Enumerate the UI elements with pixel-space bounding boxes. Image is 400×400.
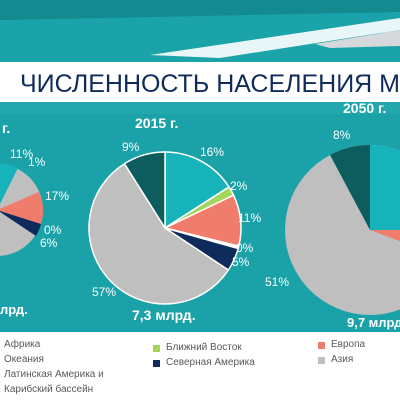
pie-right-total: 9,7 млрд. — [347, 315, 400, 330]
legend-item-latam-2: Карибский бассейн — [4, 384, 93, 396]
pie-left-label-3: 0% — [44, 223, 62, 237]
title-band — [0, 62, 400, 102]
legend-swatch-asia — [318, 356, 325, 364]
legend-label: Африка — [4, 339, 41, 350]
legend-label: Латинская Америка и — [4, 369, 104, 380]
pie-2015-slice-label: 9% — [122, 140, 140, 154]
chart-title: ЧИСЛЕННОСТЬ НАСЕЛЕНИЯ М — [20, 70, 400, 98]
header-stripe-gray — [315, 30, 400, 48]
pie-right-slice-europe — [370, 230, 400, 242]
pie-2015-slice-label: 11% — [238, 211, 261, 225]
pie-2015: 16% 2% 11% 0%5% 57% 9% — [88, 140, 261, 305]
pie-right-label-0: 8% — [333, 128, 351, 142]
legend-swatch-middle-east — [153, 344, 160, 352]
legend-item-middle-east: Ближний Восток — [153, 342, 242, 354]
pie-2015-slice-label: 0% — [236, 241, 254, 255]
pie-right-title: 2050 г. — [343, 100, 386, 116]
title-band-fade — [0, 102, 400, 114]
pie-right-slice-africa — [370, 145, 400, 230]
legend-item-north-america: Северная Америка — [153, 357, 255, 369]
pie-2015-slice — [88, 162, 230, 305]
legend-item-asia: Азия — [318, 354, 353, 366]
legend-item-europe: Европа — [318, 339, 365, 351]
pie-2015-slice-label: 16% — [200, 145, 224, 159]
pie-right-slice-latam — [330, 145, 370, 230]
legend-swatch-europe — [318, 341, 325, 349]
legend: Африка Океания Латинская Америка и Кариб… — [0, 332, 400, 400]
legend-label: Ближний Восток — [166, 342, 242, 353]
legend-label: Океания — [4, 354, 44, 365]
pie-right: 2050 г. 8% 51% 9,7 млрд. — [265, 100, 400, 330]
pie-2015-slice-label: 2% — [230, 179, 248, 193]
pie-left-total: лрд. — [0, 302, 28, 317]
legend-swatch-north-america — [153, 359, 160, 367]
header-accent-dark — [0, 0, 400, 20]
pie-left-label-0: 11% — [10, 147, 33, 161]
pie-2015-slice — [123, 151, 166, 231]
pie-left-slice-africa — [0, 164, 18, 204]
pie-left-title: г. — [2, 120, 10, 136]
pie-2015-title: 2015 г. — [135, 115, 178, 131]
legend-label: Европа — [331, 339, 366, 350]
pie-left-slice-north-america — [0, 210, 41, 236]
pie-2015-slice-label: 57% — [92, 285, 116, 299]
pie-2015-slice — [164, 151, 231, 230]
pie-left-label-2: 17% — [45, 189, 69, 203]
pie-left-label-4: 6% — [40, 236, 58, 250]
pie-2015-total: 7,3 млрд. — [132, 307, 196, 323]
pie-2015-slice-label: 5% — [232, 255, 250, 269]
legend-item-africa: Африка — [4, 339, 40, 351]
pie-left: г. 11% 1% 17% 0% 6% лрд. — [0, 120, 69, 317]
legend-item-oceania: Океания — [4, 354, 44, 366]
header-stripe-white — [150, 18, 400, 58]
pie-left-slice-europe — [0, 192, 43, 224]
legend-label: Азия — [331, 354, 354, 365]
legend-item-latam-1: Латинская Америка и — [4, 369, 104, 381]
pie-left-label-1: 1% — [28, 155, 46, 169]
pie-right-label-1: 51% — [265, 275, 289, 289]
legend-label: Северная Америка — [166, 357, 255, 368]
legend-label: Карибский бассейн — [4, 384, 94, 395]
